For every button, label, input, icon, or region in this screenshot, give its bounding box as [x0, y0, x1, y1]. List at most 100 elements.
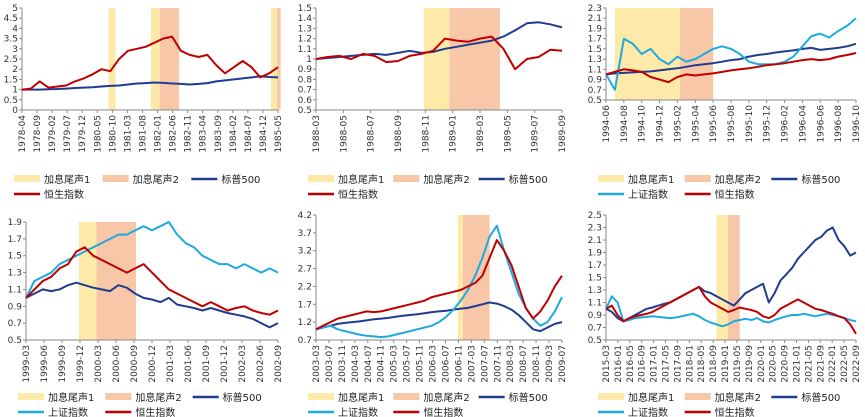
- y-tick-label: 4.2: [298, 211, 312, 221]
- y-tick-label: 2.1: [588, 236, 602, 246]
- y-tick-label: 0.7: [298, 336, 312, 346]
- y-tick-label: 3.2: [298, 247, 312, 257]
- legend-label: 标普500: [223, 391, 262, 404]
- y-tick-label: 1.2: [298, 35, 312, 45]
- x-tick-label: 1988-09: [394, 115, 404, 153]
- chart-panel-6: 0.5 0.7 0.9 1.1 1.3 1.5 1.7 1.9 2.1 2.3 2.5 2015-03…: [588, 211, 862, 417]
- y-tick-label: 1.5: [4, 75, 18, 85]
- band1-shade-1: [716, 215, 729, 340]
- legend-label: 恒生指数: [44, 188, 84, 201]
- hsi-line: [605, 285, 857, 335]
- y-tick-label: 0.5: [588, 336, 602, 346]
- legend-label: 恒生指数: [715, 188, 755, 201]
- x-tick-label: 2001-12: [220, 345, 230, 383]
- chart-panel-1: 00.511.522.533.544.55 1978-04 1978-09 1979-…: [4, 4, 284, 201]
- legend-item-sse: 上证指数: [598, 188, 668, 201]
- legend-swatch: [393, 175, 420, 182]
- x-tick-label: 1996-08: [834, 105, 844, 143]
- legend-item-sp500: 标普500: [191, 173, 260, 186]
- x-tick-label: 1988-11: [421, 115, 431, 153]
- legend-item-sp500: 标普500: [478, 391, 548, 404]
- x-tick-label: 2017-05: [662, 345, 672, 383]
- x-tick-label: 1984-07: [244, 115, 254, 153]
- chart-panel-4: 0.5 0.7 0.9 1.1 1.3 1.5 1.7 1.9 1999-03 1999-06 19…: [8, 218, 284, 417]
- legend-label: 加息尾声1: [48, 391, 94, 404]
- legend-item-band2: 加息尾声2: [684, 391, 761, 404]
- x-tick-label: 1989-07: [531, 115, 541, 153]
- sse-line: [605, 295, 857, 328]
- x-tick-label: 1995-12: [763, 105, 773, 143]
- x-tick-label: 2016-01: [614, 345, 624, 383]
- x-tick-label: 2021-05: [804, 345, 814, 383]
- y-tick-label: 0.7: [8, 319, 22, 329]
- x-tick-label: 1983-04: [199, 115, 209, 153]
- y-tick-label: 1: [12, 86, 18, 96]
- hsi-line: [21, 35, 279, 91]
- legend-label: 加息尾声1: [628, 391, 674, 404]
- legend-swatch: [308, 393, 334, 400]
- x-tick-label: 2009-03: [545, 345, 555, 383]
- sse-line: [315, 224, 563, 339]
- legend-item-band2: 加息尾声2: [102, 173, 179, 186]
- band1-shade-1: [457, 215, 463, 340]
- x-tick-label: 1989-01: [449, 115, 459, 153]
- y-tick-label: 2: [12, 65, 18, 75]
- x-tick-label: 1983-09: [214, 115, 224, 153]
- band2-shade-2: [680, 8, 714, 100]
- y-tick-label: 1.3: [588, 55, 602, 65]
- y-tick-label: 0.7: [588, 324, 602, 334]
- x-tick-label: 2001-03: [166, 345, 176, 383]
- legend-item-sse: 上证指数: [18, 406, 88, 417]
- x-tick-label: 2002-06: [256, 345, 266, 383]
- legend-item-hsi: 恒生指数: [308, 188, 378, 201]
- x-tick-label: 2006-11: [454, 345, 464, 383]
- x-tick-label: 1994-10: [638, 105, 648, 143]
- legend-label: 恒生指数: [423, 406, 463, 417]
- y-tick-label: 1.1: [8, 285, 22, 295]
- y-tick-label: 1.7: [298, 300, 312, 310]
- band2-shade-2: [449, 8, 500, 110]
- legend-item-sp500: 标普500: [771, 391, 840, 404]
- legend-label: 上证指数: [338, 406, 378, 417]
- legend-swatch: [598, 393, 624, 400]
- x-tick-label: 2001-06: [184, 345, 194, 383]
- hsi-line: [25, 246, 279, 316]
- x-tick-label: 2008-07: [519, 345, 529, 383]
- legend-item-hsi: 恒生指数: [393, 406, 463, 417]
- legend-swatch: [14, 175, 40, 182]
- x-tick-label: 2007-11: [493, 345, 503, 383]
- x-tick-label: 2021-01: [792, 345, 802, 383]
- y-tick-label: 1.7: [588, 261, 602, 271]
- x-tick-label: 1994-12: [656, 105, 666, 143]
- x-tick-label: 2000-09: [130, 345, 140, 383]
- hsi-line: [605, 52, 857, 84]
- x-tick-label: 1994-08: [620, 105, 630, 143]
- y-tick-label: 0.9: [588, 311, 603, 321]
- x-tick-label: 2005-03: [390, 345, 400, 383]
- x-tick-label: 1979-02: [48, 115, 58, 153]
- legend-item-band1: 加息尾声1: [308, 173, 384, 186]
- x-tick-label: 2006-03: [429, 345, 439, 383]
- x-tick-label: 2004-07: [364, 345, 374, 383]
- legend-item-sse: 上证指数: [308, 406, 378, 417]
- x-tick-label: 2017-01: [650, 345, 660, 383]
- x-tick-label: 1985-05: [274, 115, 284, 153]
- y-tick-label: 1.7: [588, 35, 602, 45]
- y-tick-label: 2.3: [588, 224, 602, 234]
- legend-item-band1: 加息尾声1: [598, 173, 674, 186]
- x-tick-label: 2006-07: [441, 345, 451, 383]
- x-tick-label: 1989-09: [558, 115, 568, 153]
- band1-shade-2: [150, 8, 160, 110]
- legend-label: 恒生指数: [135, 406, 175, 417]
- x-tick-label: 2020-01: [757, 345, 767, 383]
- x-tick-label: 2015-03: [602, 345, 612, 383]
- band2-shade-3: [159, 8, 180, 110]
- legend-label: 加息尾声1: [338, 391, 384, 404]
- y-tick-label: 1.1: [298, 45, 312, 55]
- y-tick-label: 0: [12, 106, 18, 116]
- x-tick-label: 2021-09: [816, 345, 826, 383]
- x-tick-label: 2003-07: [325, 345, 335, 383]
- x-tick-label: 1981-08: [138, 115, 148, 153]
- y-tick-label: 0.7: [298, 86, 312, 96]
